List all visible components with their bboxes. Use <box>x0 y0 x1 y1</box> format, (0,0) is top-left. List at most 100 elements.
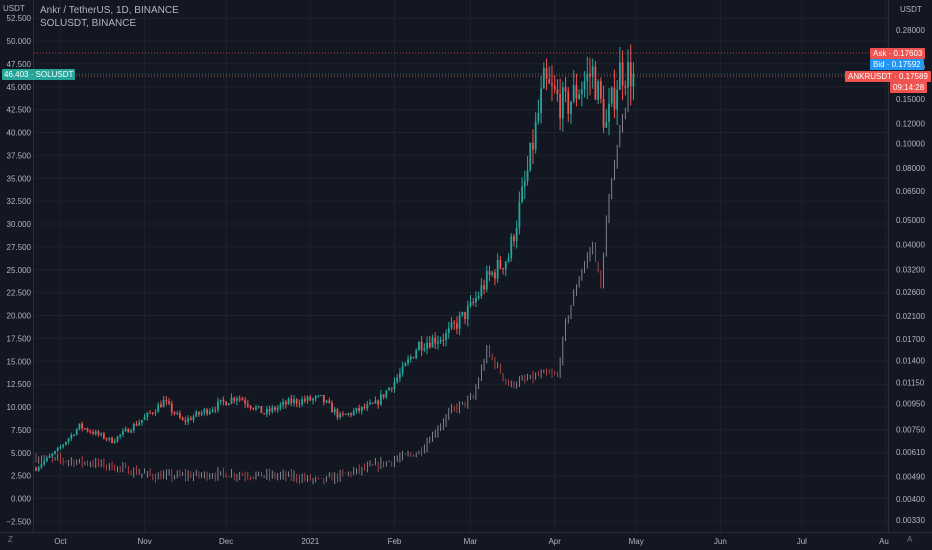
solusdt-candle-body <box>567 91 570 114</box>
solusdt-candle-body <box>35 468 37 471</box>
solusdt-candle-body <box>469 301 472 306</box>
solusdt-candle-body <box>181 417 184 421</box>
solusdt-candle-body <box>81 423 84 429</box>
right-price-axis[interactable]: 0.280000.200000.150000.120000.100000.080… <box>896 26 925 525</box>
solusdt-candle-body <box>371 402 374 404</box>
solusdt-candle-body <box>415 350 418 358</box>
solusdt-candle-body <box>151 412 154 414</box>
solusdt-candle-body <box>317 395 320 397</box>
price-lines <box>34 52 888 77</box>
solusdt-candle-body <box>472 301 475 303</box>
solusdt-candle-body <box>518 201 521 228</box>
solusdt-candle-body <box>545 68 548 79</box>
solusdt-candle-body <box>548 78 551 84</box>
solusdt-candle-body <box>73 434 75 436</box>
solusdt-candle-body <box>173 412 176 414</box>
left-axis-tick-label: 45.000 <box>7 83 32 92</box>
solusdt-candle-body <box>358 407 361 411</box>
solusdt-candle-body <box>265 408 268 415</box>
left-axis-tick-label: 30.000 <box>7 220 32 229</box>
left-axis-tick-label: 12.500 <box>7 380 32 389</box>
solusdt-candle-body <box>608 103 610 122</box>
time-axis-tick-label: Feb <box>388 537 402 546</box>
solusdt-candle-body <box>613 87 616 110</box>
solusdt-candle-body <box>521 186 524 202</box>
solusdt-candle-body <box>170 403 173 413</box>
solusdt-candle-body <box>268 408 271 412</box>
left-axis-tick-label: 52.500 <box>7 14 32 23</box>
solusdt-candle-body <box>602 98 605 128</box>
solusdt-candle-body <box>456 323 458 329</box>
solusdt-candle-body <box>230 397 233 404</box>
solusdt-candle-body <box>309 396 312 401</box>
left-axis-tick-label: 10.000 <box>7 403 32 412</box>
ankrusdt-price-value: 0.17589 <box>898 72 928 81</box>
time-axis-tick-label: Jun <box>714 537 727 546</box>
bar-countdown: 09:14:28 <box>890 82 928 93</box>
solusdt-candle-body <box>388 387 390 391</box>
solusdt-candle-body <box>322 394 325 403</box>
solusdt-candle-body <box>132 424 135 431</box>
solusdt-candle-body <box>377 400 380 405</box>
solusdt-candle-body <box>187 418 189 422</box>
bid-value: 0.17592 <box>891 60 921 69</box>
right-axis-tick-label: 0.10000 <box>896 140 925 149</box>
solusdt-candle-body <box>412 357 415 359</box>
solusdt-candle-body <box>491 272 494 275</box>
solusdt-candle-body <box>78 423 81 430</box>
solusdt-candle-body <box>426 342 428 349</box>
solusdt-candle-body <box>559 93 562 119</box>
time-axis[interactable]: Oct Nov Dec 2021 Feb Mar Apr May Jun Jul Au <box>54 537 889 546</box>
compare-symbol-title[interactable]: SOLUSDT, BINANCE <box>40 18 137 29</box>
solusdt-candle-body <box>363 406 366 409</box>
zoom-icon[interactable]: Z <box>8 535 13 544</box>
solusdt-candle-body <box>507 258 510 262</box>
left-axis-tick-label: 22.500 <box>7 289 32 298</box>
solusdt-candle-body <box>379 394 382 405</box>
left-axis-tick-label: 20.000 <box>7 312 32 321</box>
solusdt-candle-body <box>537 113 540 122</box>
solusdt-candle-body <box>189 418 192 420</box>
solusdt-candle-body <box>113 441 116 444</box>
solusdt-candle-body <box>464 311 466 320</box>
solusdt-candle-body <box>271 407 274 412</box>
right-axis-tick-label: 0.15000 <box>896 95 925 104</box>
ask-label: Ask <box>873 49 887 58</box>
solusdt-candle-body <box>279 404 282 408</box>
solusdt-candle-body <box>437 341 439 344</box>
solusdt-candle-body <box>532 142 534 150</box>
right-axis-tick-label: 0.06500 <box>896 187 925 196</box>
solusdt-candle-body <box>160 404 162 408</box>
solusdt-candle-body <box>488 271 491 275</box>
solusdt-candle-body <box>439 339 442 342</box>
left-price-axis[interactable]: 52.500 50.000 47.500 45.000 42.500 40.000 37.5… <box>6 14 31 526</box>
time-axis-tick-label: Apr <box>548 537 561 546</box>
solusdt-candle-body <box>366 404 369 409</box>
auto-scale-icon[interactable]: A <box>907 535 913 544</box>
solusdt-candle-body <box>341 413 344 415</box>
solusdt-candle-body <box>333 409 336 413</box>
solusdt-candle-body <box>320 394 323 396</box>
ask-tag: Ask · 0.17603 <box>870 48 926 59</box>
time-axis-tick-label: May <box>629 537 644 546</box>
solusdt-candle-body <box>306 396 309 401</box>
left-axis-tick-label: 17.500 <box>7 334 32 343</box>
solusdt-candle-body <box>575 85 578 99</box>
ask-value: 0.17603 <box>893 49 923 58</box>
solusdt-candle-body <box>59 446 62 449</box>
solusdt-candle-body <box>227 403 230 406</box>
right-axis-tick-label: 0.00750 <box>896 425 925 434</box>
solusdt-candle-body <box>246 403 249 406</box>
left-axis-tick-label: 37.500 <box>7 151 32 160</box>
main-symbol-title[interactable]: Ankr / TetherUS, 1D, BINANCE <box>40 5 179 16</box>
right-axis-tick-label: 0.02100 <box>896 312 925 321</box>
solusdt-candle-body <box>420 341 423 351</box>
solusdt-candle-body <box>578 94 581 99</box>
solusdt-candle-body <box>360 406 363 411</box>
solusdt-candle-body <box>314 396 317 399</box>
solusdt-candle-body <box>396 377 399 382</box>
solusdt-candle-body <box>219 399 222 402</box>
solusdt-candle-body <box>312 398 314 401</box>
left-axis-panel <box>0 0 33 532</box>
